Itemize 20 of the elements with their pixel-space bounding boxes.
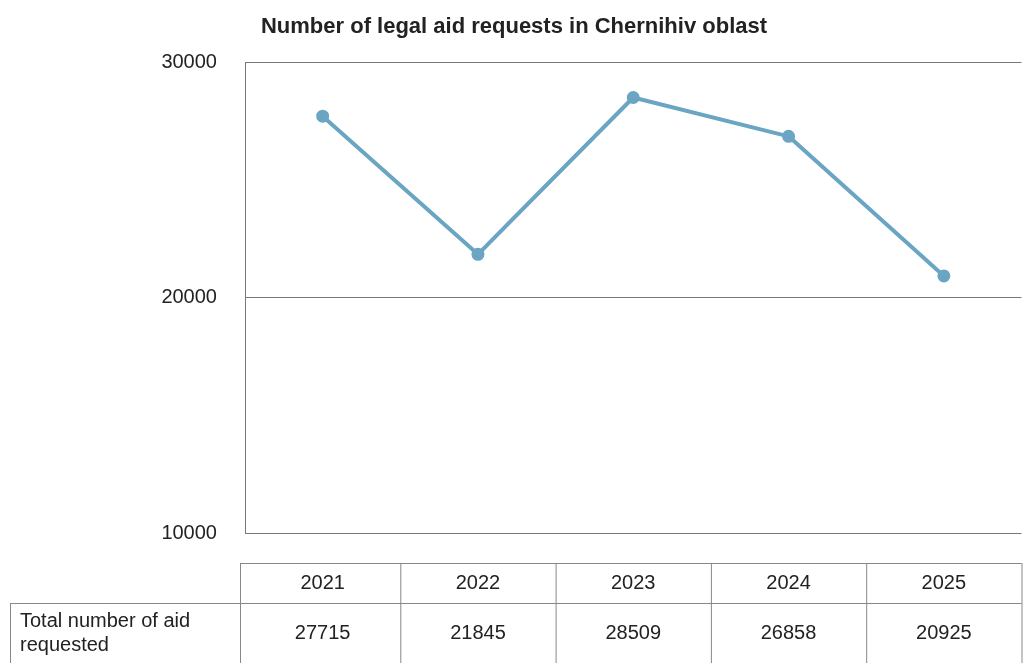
x-tick-label: 2021 — [300, 570, 345, 593]
data-label: 28509 — [605, 620, 662, 643]
x-tick-label: 2025 — [921, 570, 967, 593]
y-tick-label: 30000 — [161, 49, 217, 72]
x-tick-label: 2022 — [455, 570, 501, 593]
y-tick-label: 20000 — [161, 285, 217, 308]
point — [782, 129, 796, 143]
x-tick-label: 2023 — [611, 570, 656, 593]
chart-title: Number of legal aid requests in Chernihiv oblast — [260, 13, 768, 39]
data-label: 26858 — [760, 620, 817, 643]
point — [626, 90, 640, 104]
point — [937, 269, 951, 283]
y-tick-label: 10000 — [161, 520, 217, 543]
data-label: 27715 — [294, 620, 351, 643]
x-tick-label: 2024 — [766, 570, 811, 593]
data-label: 20925 — [916, 620, 972, 643]
data-label: 21845 — [450, 620, 506, 643]
text: Total number of aid requested — [20, 608, 191, 655]
point — [471, 247, 485, 261]
point — [316, 109, 330, 123]
